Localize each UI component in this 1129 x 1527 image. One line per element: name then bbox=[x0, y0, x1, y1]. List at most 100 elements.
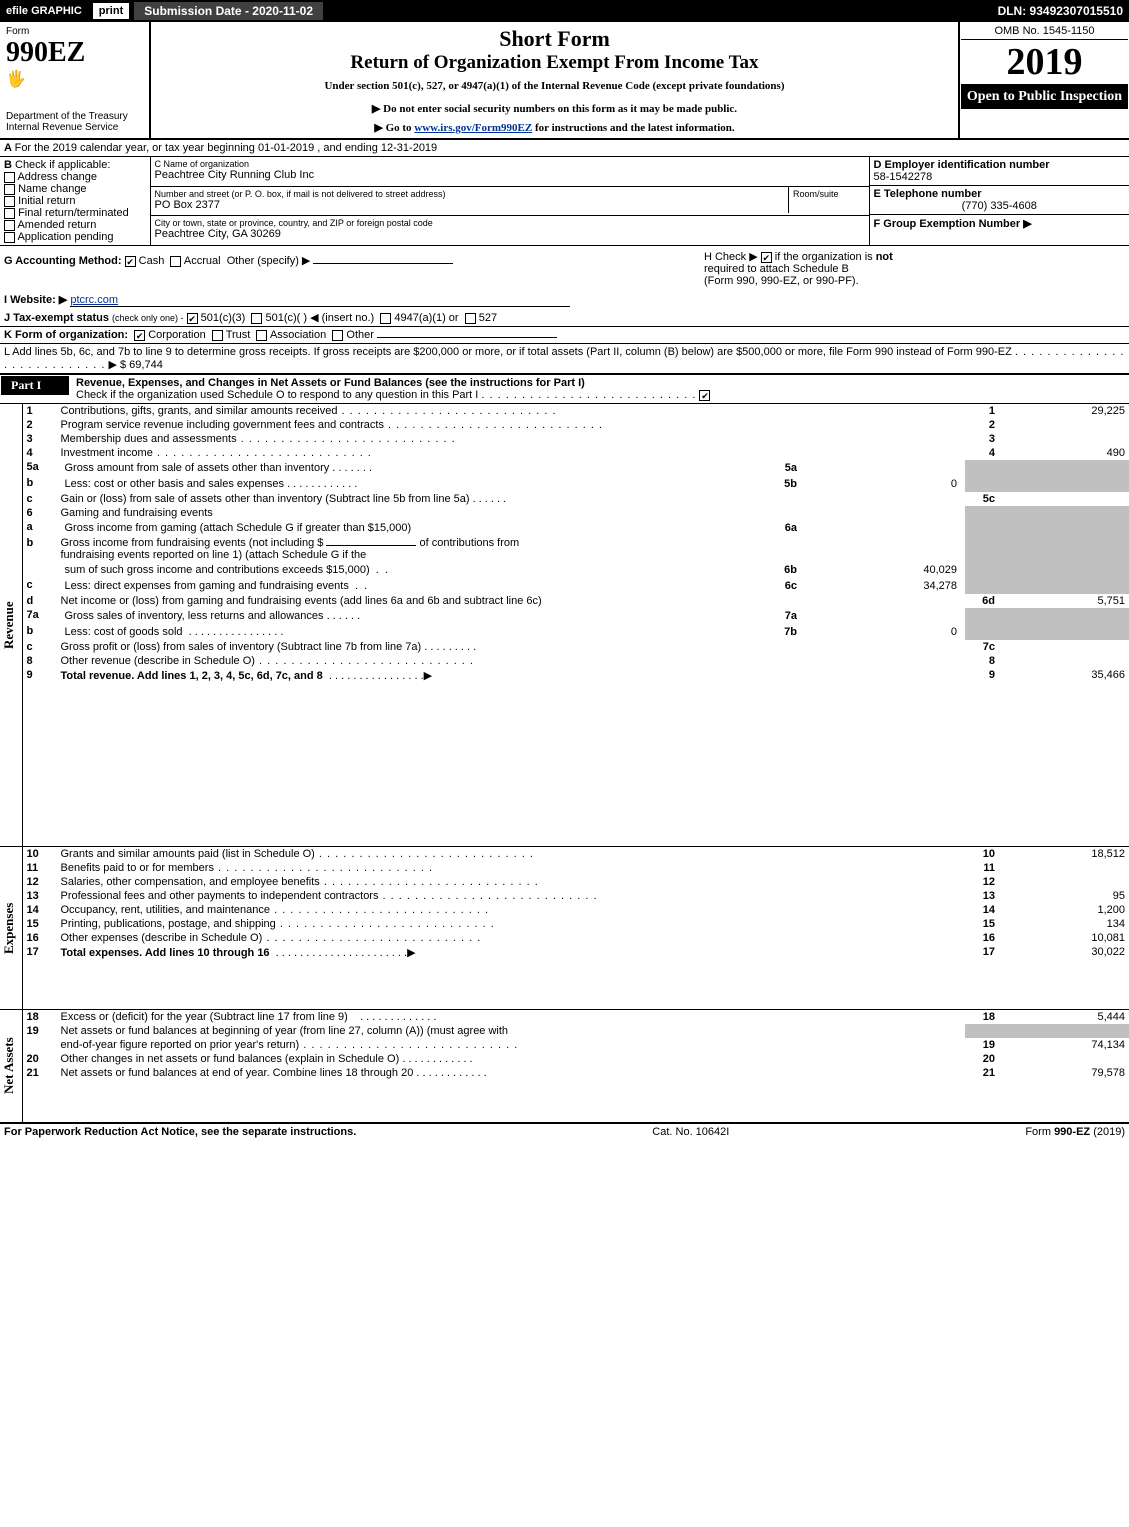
ln6b-t3: fundraising events reported on line 1) (… bbox=[61, 549, 367, 561]
ln19-text2: end-of-year figure reported on prior yea… bbox=[61, 1039, 300, 1051]
form-number: 990EZ bbox=[6, 37, 143, 69]
ln21-text: Net assets or fund balances at end of ye… bbox=[61, 1067, 414, 1079]
ln19-grey2 bbox=[999, 1024, 1129, 1038]
ln10-text: Grants and similar amounts paid (list in… bbox=[61, 848, 315, 860]
part-i-checkbox[interactable]: ✔ bbox=[699, 390, 710, 401]
ln13-text: Professional fees and other payments to … bbox=[61, 890, 379, 902]
ln6a-samt bbox=[801, 521, 961, 535]
ln12-amt bbox=[999, 875, 1129, 889]
ssn-warning: ▶ Do not enter social security numbers o… bbox=[157, 102, 952, 115]
ln20-amt bbox=[999, 1052, 1129, 1066]
ln5b-samt: 0 bbox=[801, 477, 961, 491]
ln11-no: 11 bbox=[23, 861, 57, 875]
k-trust[interactable] bbox=[212, 330, 223, 341]
ln6b-t2: of contributions from bbox=[420, 537, 520, 549]
h-checkbox[interactable]: ✔ bbox=[761, 252, 772, 263]
accrual-checkbox[interactable] bbox=[170, 256, 181, 267]
ln7a-samt bbox=[801, 609, 961, 623]
ln5b-grey bbox=[965, 476, 999, 492]
phone-value: (770) 335-4608 bbox=[874, 200, 1126, 212]
accrual-label: Accrual bbox=[184, 255, 221, 267]
addr-value: PO Box 2377 bbox=[155, 199, 785, 211]
ln17-text: Total expenses. Add lines 10 through 16 bbox=[61, 947, 270, 959]
ln7c-rn: 7c bbox=[965, 640, 999, 654]
ln14-amt: 1,200 bbox=[999, 903, 1129, 917]
ln8-text: Other revenue (describe in Schedule O) bbox=[61, 655, 255, 667]
g-h-block: G Accounting Method: ✔ Cash Accrual Othe… bbox=[0, 246, 1129, 291]
ln12-rn: 12 bbox=[965, 875, 999, 889]
form-word: Form bbox=[6, 26, 143, 37]
goto-post: for instructions and the latest informat… bbox=[532, 122, 734, 134]
k-other[interactable] bbox=[332, 330, 343, 341]
goto-line: ▶ Go to www.irs.gov/Form990EZ for instru… bbox=[157, 121, 952, 134]
section-j: J Tax-exempt status (check only one) - ✔… bbox=[0, 309, 1129, 327]
opt-name-change[interactable]: Name change bbox=[4, 183, 146, 195]
dept-treasury: Department of the Treasury bbox=[6, 111, 143, 122]
part-i-header: Part I Revenue, Expenses, and Changes in… bbox=[0, 375, 1129, 404]
ln7b-grey2 bbox=[999, 624, 1129, 640]
ein-value: 58-1542278 bbox=[874, 171, 1126, 183]
cat-no: Cat. No. 10642I bbox=[652, 1126, 729, 1138]
other-input[interactable] bbox=[313, 263, 453, 264]
ln6d-amt: 5,751 bbox=[999, 594, 1129, 608]
expenses-section-label: Expenses bbox=[1, 848, 17, 1008]
ln6b-blank[interactable] bbox=[326, 545, 416, 546]
efile-label: efile GRAPHIC bbox=[0, 5, 88, 17]
ln7a-grey bbox=[965, 608, 999, 624]
j-501c[interactable] bbox=[251, 313, 262, 324]
opt-application-pending[interactable]: Application pending bbox=[4, 231, 146, 243]
opt-initial-return[interactable]: Initial return bbox=[4, 195, 146, 207]
other-label: Other (specify) ▶ bbox=[227, 255, 311, 267]
k-assoc[interactable] bbox=[256, 330, 267, 341]
website-link[interactable]: ptcrc.com bbox=[70, 294, 570, 307]
k-corp[interactable]: ✔ bbox=[134, 330, 145, 341]
main-title: Return of Organization Exempt From Incom… bbox=[157, 52, 952, 74]
j-label: J Tax-exempt status bbox=[4, 312, 109, 324]
ln14-text: Occupancy, rent, utilities, and maintena… bbox=[61, 904, 271, 916]
ln19-text: Net assets or fund balances at beginning… bbox=[61, 1025, 509, 1037]
gross-receipts: $ 69,744 bbox=[120, 359, 163, 371]
j-501c3[interactable]: ✔ bbox=[187, 313, 198, 324]
cash-checkbox[interactable]: ✔ bbox=[125, 256, 136, 267]
ln3-rn: 3 bbox=[965, 432, 999, 446]
paperwork-notice: For Paperwork Reduction Act Notice, see … bbox=[4, 1126, 356, 1138]
ln7a-grey2 bbox=[999, 608, 1129, 624]
h-mid: if the organization is bbox=[775, 251, 876, 263]
print-button[interactable]: print bbox=[92, 2, 130, 20]
ln6a-text: Gross income from gaming (attach Schedul… bbox=[65, 522, 412, 534]
ln5c-rn: 5c bbox=[965, 492, 999, 506]
ln6b-t4: sum of such gross income and contributio… bbox=[65, 564, 370, 576]
revenue-lines: 1 Contributions, gifts, grants, and simi… bbox=[23, 404, 1129, 683]
org-name: Peachtree City Running Club Inc bbox=[155, 169, 865, 181]
opt-final-return[interactable]: Final return/terminated bbox=[4, 207, 146, 219]
ln4-no: 4 bbox=[23, 446, 57, 460]
submission-date: Submission Date - 2020-11-02 bbox=[134, 2, 323, 20]
ln6d-text: Net income or (loss) from gaming and fun… bbox=[61, 595, 542, 607]
b-check-label: B Check if applicable: bbox=[4, 159, 146, 171]
ln6d-rn: 6d bbox=[965, 594, 999, 608]
ln9-rn: 9 bbox=[965, 668, 999, 683]
l-text: L Add lines 5b, 6c, and 7b to line 9 to … bbox=[4, 346, 1012, 358]
ln7b-no: b bbox=[23, 624, 57, 640]
ln15-no: 15 bbox=[23, 917, 57, 931]
opt-address-change[interactable]: Address change bbox=[4, 171, 146, 183]
irs-link[interactable]: www.irs.gov/Form990EZ bbox=[414, 122, 532, 134]
ln17-amt: 30,022 bbox=[999, 945, 1129, 960]
section-k: K Form of organization: ✔ Corporation Tr… bbox=[0, 327, 1129, 344]
ln16-no: 16 bbox=[23, 931, 57, 945]
ln5c-no: c bbox=[23, 492, 57, 506]
k-other-input[interactable] bbox=[377, 337, 557, 338]
ln10-rn: 10 bbox=[965, 847, 999, 861]
ln4-rn: 4 bbox=[965, 446, 999, 460]
form-ref: Form 990-EZ (2019) bbox=[1025, 1126, 1125, 1138]
opt-amended-return[interactable]: Amended return bbox=[4, 219, 146, 231]
ln1-no: 1 bbox=[23, 404, 57, 418]
omb-number: OMB No. 1545-1150 bbox=[961, 23, 1128, 40]
ln5a-text: Gross amount from sale of assets other t… bbox=[65, 462, 330, 474]
j-527[interactable] bbox=[465, 313, 476, 324]
goto-pre: ▶ Go to bbox=[374, 122, 414, 134]
ln7a-sn: 7a bbox=[767, 609, 801, 623]
ln20-text: Other changes in net assets or fund bala… bbox=[61, 1053, 400, 1065]
ln7c-no: c bbox=[23, 640, 57, 654]
j-4947[interactable] bbox=[380, 313, 391, 324]
